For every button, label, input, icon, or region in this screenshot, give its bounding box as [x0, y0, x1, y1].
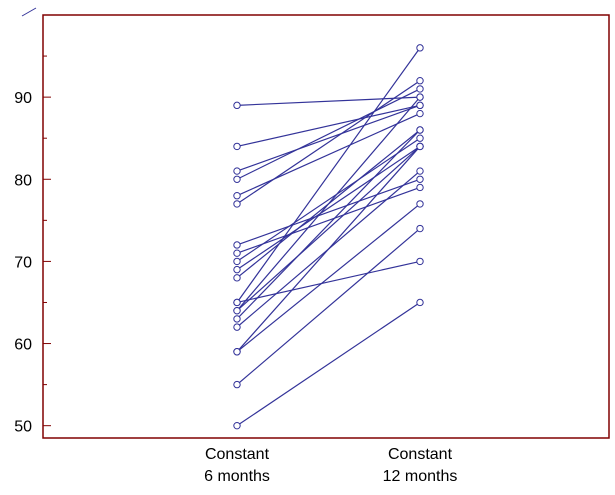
point-6-months	[233, 323, 241, 331]
series-lines	[236, 47, 421, 427]
subject-line	[236, 80, 421, 205]
series-points	[233, 44, 424, 430]
category-label-2-line-2: 12 months	[383, 468, 458, 485]
subject-line	[236, 137, 421, 262]
point-6-months	[233, 101, 241, 110]
point-6-months	[233, 421, 241, 430]
subject-line	[236, 88, 421, 180]
y-tick-label: 80	[14, 172, 32, 189]
subject-line	[236, 203, 421, 353]
point-6-months	[233, 265, 241, 274]
category-label-2-line-1: Constant	[388, 446, 453, 463]
point-6-months	[233, 175, 241, 183]
point-12-months	[416, 101, 424, 110]
y-tick-label: 60	[14, 337, 32, 354]
point-12-months	[416, 175, 424, 183]
point-6-months	[233, 380, 241, 389]
point-12-months	[416, 183, 424, 192]
point-6-months	[233, 191, 241, 200]
y-tick-label: 90	[14, 90, 32, 107]
point-12-months	[416, 126, 424, 134]
point-6-months	[233, 257, 241, 266]
corner-mark	[21, 7, 37, 17]
y-axis: 50 60 70 80 90	[14, 55, 51, 436]
point-12-months	[416, 93, 424, 101]
subject-line	[236, 96, 421, 312]
point-12-months	[416, 224, 424, 233]
point-6-months	[233, 142, 241, 151]
point-6-months	[233, 241, 241, 249]
subject-line	[236, 47, 421, 303]
point-6-months	[233, 249, 241, 257]
subject-line	[236, 145, 421, 271]
subject-line	[236, 104, 421, 172]
point-6-months	[233, 167, 241, 175]
category-label-1-line-1: Constant	[205, 446, 270, 463]
point-12-months	[416, 142, 424, 151]
point-6-months	[233, 200, 241, 208]
subject-line	[236, 104, 421, 148]
point-12-months	[416, 85, 424, 93]
subject-line	[236, 228, 421, 386]
subject-line	[236, 145, 421, 312]
point-12-months	[416, 167, 424, 175]
x-axis: Constant 6 months Constant 12 months	[204, 446, 457, 485]
subject-line	[236, 146, 421, 353]
point-6-months	[233, 315, 241, 323]
point-12-months	[416, 77, 424, 85]
point-12-months	[416, 298, 424, 307]
subject-line	[236, 129, 421, 320]
subject-line	[236, 96, 421, 106]
subject-line	[236, 186, 421, 254]
point-12-months	[416, 134, 424, 142]
subject-line	[236, 301, 421, 427]
point-12-months	[416, 200, 424, 208]
y-tick-label: 50	[14, 419, 32, 436]
subject-line	[236, 113, 421, 197]
plot-area-border	[42, 14, 610, 439]
point-12-months	[416, 257, 424, 266]
point-6-months	[233, 306, 241, 315]
point-6-months	[233, 298, 241, 307]
point-6-months	[233, 348, 241, 356]
category-label-1-line-2: 6 months	[204, 468, 270, 485]
plot-frame	[42, 14, 610, 439]
point-12-months	[416, 44, 424, 52]
point-12-months	[416, 109, 424, 118]
subject-line	[236, 178, 421, 246]
subject-line	[236, 260, 421, 304]
y-tick-label: 70	[14, 254, 32, 271]
point-6-months	[233, 274, 241, 282]
